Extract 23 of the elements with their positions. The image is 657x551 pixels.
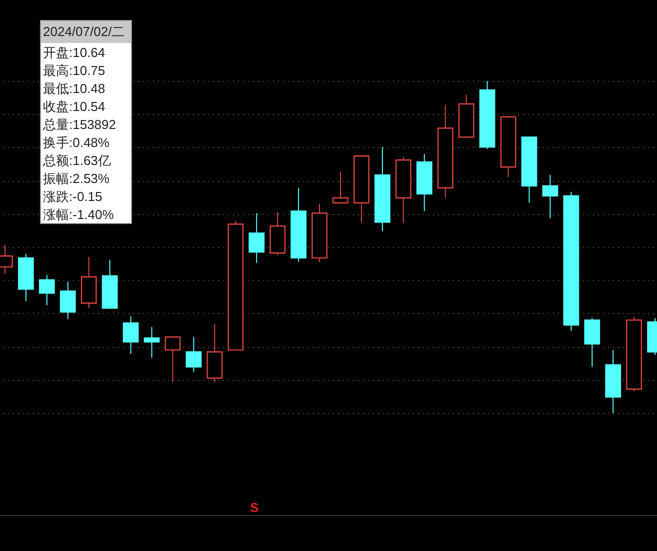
annotation: 总量:153892: [42, 116, 117, 133]
annotation: 涨跌:-0.15: [42, 188, 104, 205]
candlestick: [437, 104, 454, 198]
candlestick: [605, 349, 622, 414]
candlestick: [122, 316, 139, 354]
annotation: 总额:1.63亿: [42, 152, 112, 169]
text: S: [250, 500, 259, 515]
text: 2024/07/02/二: [43, 24, 125, 39]
candlestick: [60, 281, 76, 320]
annotation: 振幅:2.53%: [42, 170, 110, 187]
annotation: 涨幅:-1.40%: [42, 206, 115, 223]
candlestick: [374, 146, 390, 232]
text: 开盘:10.64: [43, 45, 106, 60]
candlestick: [80, 256, 97, 309]
candlestick: [542, 174, 558, 219]
annotation: 最低:10.48: [42, 80, 106, 97]
annotation: 换手:0.48%: [42, 134, 110, 151]
text: 最高:10.75: [43, 63, 106, 78]
candlestick: [38, 274, 55, 306]
annotation: 收盘:10.54: [42, 98, 106, 115]
candlestick: [416, 154, 432, 212]
candlestick: [144, 326, 160, 358]
candlestick: [248, 212, 265, 264]
